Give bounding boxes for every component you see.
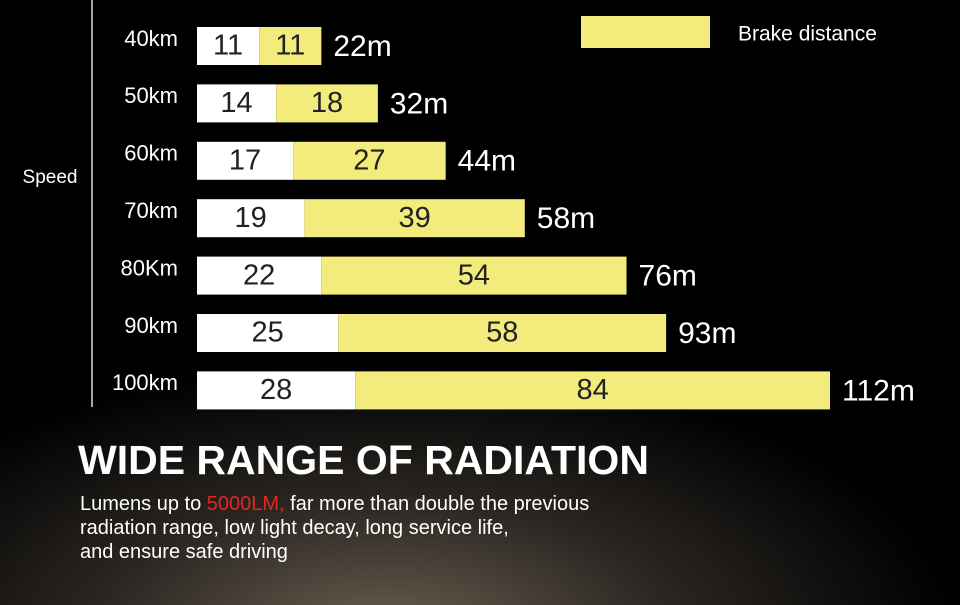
axis-label: Speed: [23, 167, 78, 188]
segment-label: 84: [576, 374, 608, 406]
total-label: 112m: [842, 374, 915, 407]
bar-segment: [293, 141, 446, 180]
body-line: radiation range, low light decay, long s…: [80, 517, 509, 539]
bar-segment: [338, 314, 667, 352]
category-label: 60km: [124, 141, 178, 166]
segment-label: 11: [213, 30, 243, 62]
body-text: and ensure safe driving: [80, 541, 288, 563]
category-label: 70km: [124, 198, 178, 223]
legend-label: Brake distance: [738, 23, 877, 46]
bar-segment: [276, 84, 378, 123]
category-label: 100km: [112, 370, 178, 395]
segment-label: 18: [311, 87, 343, 119]
segment-label: 19: [235, 202, 267, 234]
segment-label: 17: [229, 144, 261, 176]
bar-segment: [197, 141, 294, 180]
segment-label: 14: [220, 87, 252, 119]
segment-label: 22: [243, 259, 275, 291]
body-line: and ensure safe driving: [80, 541, 288, 563]
total-label: 58m: [537, 202, 595, 235]
total-label: 22m: [333, 30, 391, 63]
highlight: 5000LM,: [207, 493, 285, 515]
segment-label: 25: [252, 317, 284, 349]
category-label: 40km: [124, 26, 178, 51]
bar-segment: [355, 371, 830, 410]
segment-label: 11: [275, 30, 305, 62]
category-label: 80Km: [121, 255, 178, 280]
bar-segment: [197, 314, 339, 352]
body-text: Lumens up to: [80, 493, 207, 515]
segment-label: 54: [458, 259, 490, 291]
legend-swatch: [581, 16, 710, 48]
segment-label: 39: [398, 202, 430, 234]
bar-segment: [259, 27, 322, 65]
segment-label: 28: [260, 374, 292, 406]
total-label: 93m: [678, 317, 736, 350]
segment-label: 58: [486, 317, 518, 349]
total-label: 76m: [639, 260, 697, 293]
bar-segment: [197, 199, 305, 238]
bar-segment: [197, 27, 260, 65]
body-text: radiation range, low light decay, long s…: [80, 517, 509, 539]
category-label: 90km: [124, 313, 178, 338]
bar-segment: [197, 371, 356, 410]
category-label: 50km: [124, 83, 178, 108]
bar-segment: [197, 256, 322, 295]
section-title: WIDE RANGE OF RADIATION: [78, 437, 649, 483]
total-label: 32m: [390, 87, 448, 120]
bar-segment: [321, 256, 627, 295]
segment-label: 27: [353, 144, 385, 176]
body-line: Lumens up to 5000LM, far more than doubl…: [80, 493, 589, 515]
total-label: 44m: [458, 145, 516, 178]
bar-segment: [197, 84, 277, 123]
bar-segment: [304, 199, 525, 238]
body-text: far more than double the previous: [285, 493, 590, 515]
